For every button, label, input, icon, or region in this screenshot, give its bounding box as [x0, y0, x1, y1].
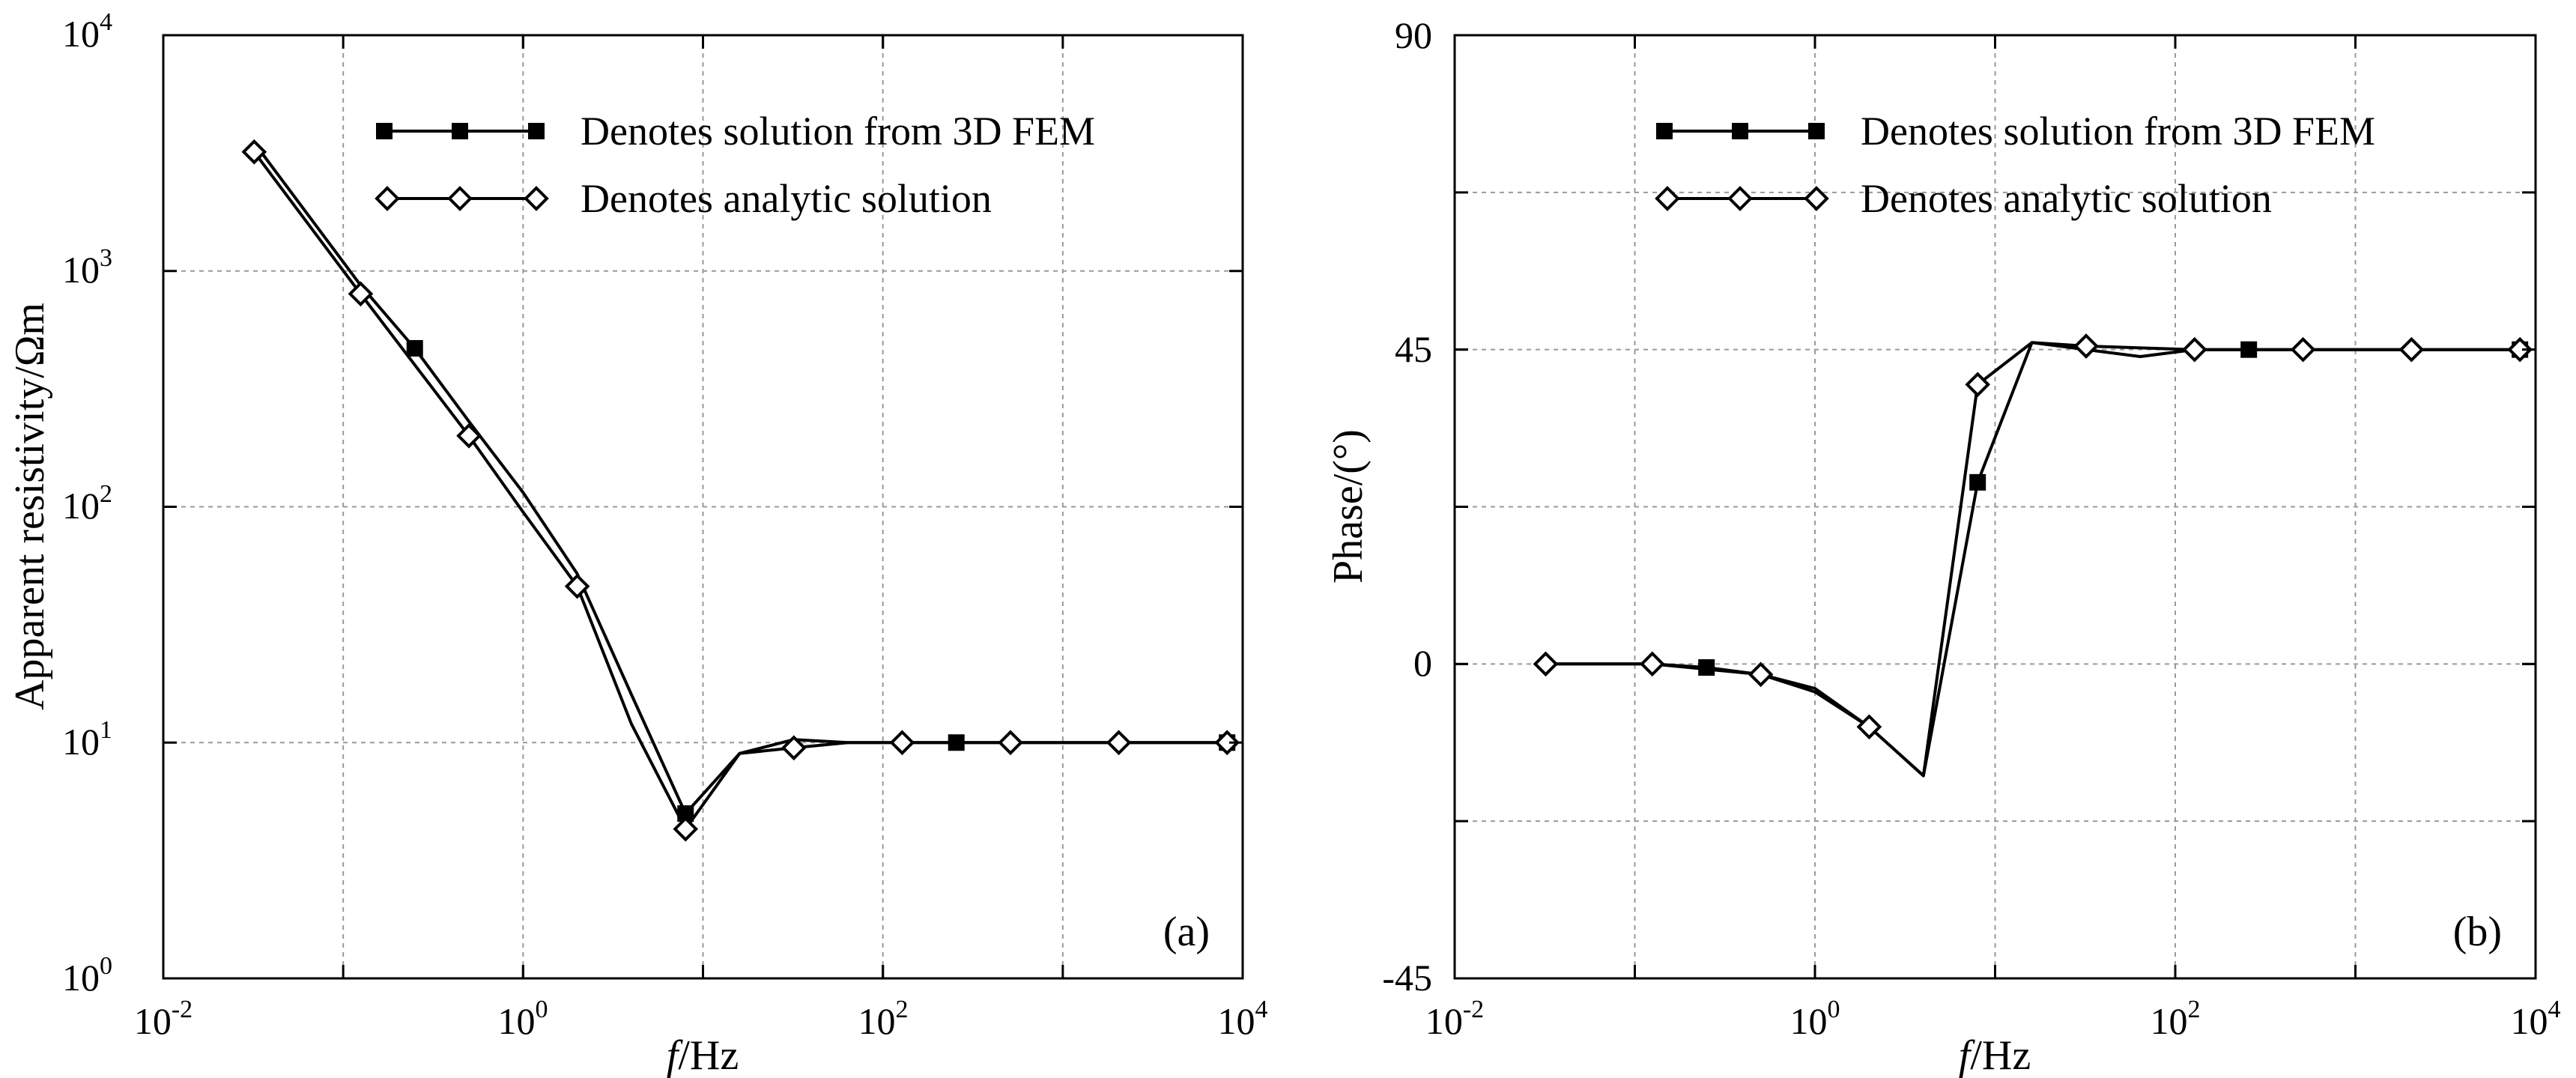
panel-b-y-tick-label: 90: [1395, 14, 1432, 56]
panel-b-x-tick-label: 104: [2511, 996, 2561, 1042]
panel-a-y-tick-label: 100: [62, 952, 112, 999]
panel-b-series-lines: [1545, 341, 2521, 778]
panel-a-x-tick-label: 100: [498, 996, 548, 1042]
panel-b-legend-analytic-marker: [1804, 186, 1829, 211]
panel-a-legend-analytic-marker: [524, 186, 549, 211]
panel-a-resistivity-chart: 10-2 100 102 104 100 101 102 103 104 f/H…: [7, 8, 1268, 1078]
panel-b-analytic-point: [1533, 651, 1559, 677]
panel-b-legend-analytic-marker: [1655, 186, 1680, 211]
panel-a-grid: [163, 35, 1243, 978]
panel-a-fem-point: [406, 339, 423, 357]
panel-a-fem-point: [948, 734, 965, 751]
panel-b-analytic-point: [2181, 336, 2207, 363]
panel-a-x-tick-label: 10-2: [134, 996, 193, 1042]
panel-b-y-axis-label: Phase/(°): [1325, 429, 1372, 584]
panel-b-analytic-point: [2398, 336, 2425, 363]
panel-b-analytic-point: [2073, 333, 2099, 359]
panel-a-analytic-point: [889, 730, 915, 756]
panel-a-legend-analytic-marker: [375, 186, 400, 211]
panel-b-analytic-point: [2507, 336, 2533, 363]
panel-a-y-tick-label: 103: [62, 244, 112, 291]
panel-b-x-axis-label: f/Hz: [1959, 1032, 2031, 1078]
panel-b-fem-point: [2240, 341, 2258, 358]
panel-a-ticks: [162, 34, 1244, 980]
panel-a-legend-fem-marker: [452, 123, 468, 139]
panel-a-y-axis-label: Apparent resistivity/Ωm: [7, 303, 53, 710]
panel-b-analytic-line: [1545, 341, 2521, 778]
panel-a-x-axis-label: f/Hz: [667, 1032, 739, 1078]
panel-a-analytic-point: [564, 573, 590, 599]
panel-a-legend-fem-marker: [528, 123, 545, 139]
panel-b-x-tick-label: 102: [2151, 996, 2201, 1042]
panel-a-legend-fem-marker: [376, 123, 393, 139]
panel-a-markers: [241, 139, 1240, 842]
panel-a-analytic-point: [1214, 730, 1240, 756]
panel-b-analytic-point: [1856, 714, 1882, 740]
panel-b-legend-analytic-marker: [1727, 186, 1753, 211]
panel-b-y-tick-label: -45: [1382, 957, 1432, 999]
panel-a-analytic-point: [456, 423, 482, 449]
panel-a-fem-line: [252, 142, 1228, 815]
panel-b-analytic-point: [1748, 661, 1774, 688]
panel-b-markers: [1533, 333, 2533, 740]
panel-b-legend-analytic-text: Denotes analytic solution: [1861, 176, 2272, 221]
panel-b-fem-point: [1969, 473, 1986, 491]
panel-a-analytic-point: [241, 139, 267, 165]
panel-a-y-tick-label: 101: [62, 716, 112, 763]
panel-a-analytic-line: [252, 151, 1228, 831]
panel-b-legend-fem-marker: [1656, 123, 1673, 139]
panel-a-analytic-point: [673, 816, 699, 842]
panel-a-analytic-point: [998, 730, 1023, 756]
panel-a-series-lines: [252, 142, 1228, 831]
panel-b-legend-fem-text: Denotes solution from 3D FEM: [1861, 109, 2375, 154]
panel-b-analytic-point: [1965, 372, 1991, 398]
panel-a-legend: Denotes solution from 3D FEM Denotes ana…: [375, 109, 1095, 221]
panel-a-x-tick-label: 102: [858, 996, 909, 1042]
panel-a-y-tick-label: 104: [62, 8, 112, 55]
panel-b-fem-point: [1698, 658, 1715, 676]
panel-a-analytic-point: [1106, 730, 1132, 756]
panel-a-y-tick-label: 102: [62, 480, 112, 527]
panel-a-analytic-point: [781, 735, 807, 761]
panel-b-x-tick-label: 10-2: [1425, 996, 1484, 1042]
panel-a-legend-analytic-text: Denotes analytic solution: [581, 176, 992, 221]
panel-b-phase-chart: 10-2 100 102 104 -45 0 45 90 f/Hz Phase/…: [1325, 14, 2561, 1078]
panel-b-ticks: [1453, 34, 2537, 980]
panel-b-y-tick-label: 0: [1413, 642, 1432, 684]
panel-a-analytic-point: [348, 281, 374, 307]
panel-b-analytic-point: [2290, 336, 2316, 363]
panel-b-legend-fem-marker: [1808, 123, 1825, 139]
panel-a-legend-analytic-marker: [447, 186, 473, 211]
panel-a-label: (a): [1163, 909, 1210, 955]
panel-b-grid: [1455, 35, 2536, 978]
panel-b-label: (b): [2453, 909, 2502, 955]
panel-a-legend-fem-text: Denotes solution from 3D FEM: [581, 109, 1095, 154]
panel-b-legend-fem-marker: [1732, 123, 1748, 139]
panel-b-x-tick-label: 100: [1790, 996, 1840, 1042]
panel-b-fem-line: [1545, 341, 2521, 778]
panel-b-analytic-point: [1639, 651, 1665, 677]
panel-b-legend: Denotes solution from 3D FEM Denotes ana…: [1655, 109, 2375, 221]
panel-b-y-tick-label: 45: [1395, 328, 1432, 370]
panel-a-x-tick-label: 104: [1218, 996, 1268, 1042]
